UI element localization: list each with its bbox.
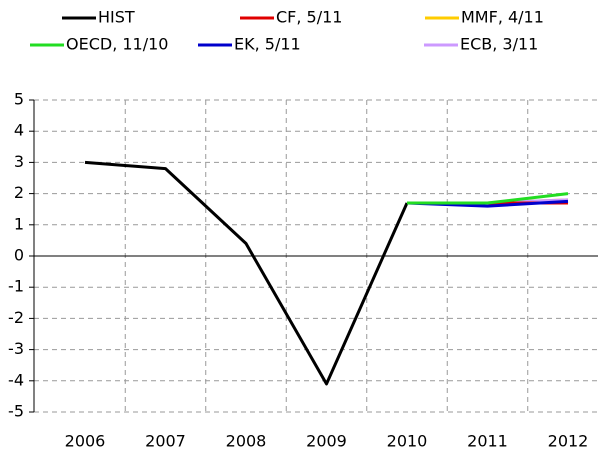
y-tick-label: 4 (14, 121, 24, 140)
legend-label: HIST (98, 8, 135, 27)
y-tick-label: 2 (14, 183, 24, 202)
x-tick-label: 2007 (145, 432, 186, 451)
y-tick-label: -3 (8, 339, 24, 358)
series-line (407, 192, 569, 205)
x-tick-label: 2008 (226, 432, 267, 451)
x-tick-label: 2006 (65, 432, 106, 451)
y-tick-label: 3 (14, 152, 24, 171)
legend-label: CF, 5/11 (276, 8, 342, 27)
x-tick-label: 2009 (306, 432, 347, 451)
legend-label: OECD, 11/10 (66, 35, 168, 54)
series-line (84, 160, 409, 386)
y-tick-label: -1 (8, 277, 24, 296)
legend-label: MMF, 4/11 (461, 8, 544, 27)
y-tick-label: 5 (14, 90, 24, 109)
legend-label: EK, 5/11 (234, 35, 301, 54)
x-tick-label: 2012 (548, 432, 589, 451)
y-tick-label: -5 (8, 402, 24, 421)
y-tick-label: 1 (14, 214, 24, 233)
x-tick-label: 2010 (387, 432, 428, 451)
y-tick-label: -2 (8, 308, 24, 327)
x-tick-label: 2011 (467, 432, 508, 451)
y-tick-label: -4 (8, 370, 24, 389)
legend-label: ECB, 3/11 (460, 35, 538, 54)
y-tick-label: 0 (14, 246, 24, 265)
